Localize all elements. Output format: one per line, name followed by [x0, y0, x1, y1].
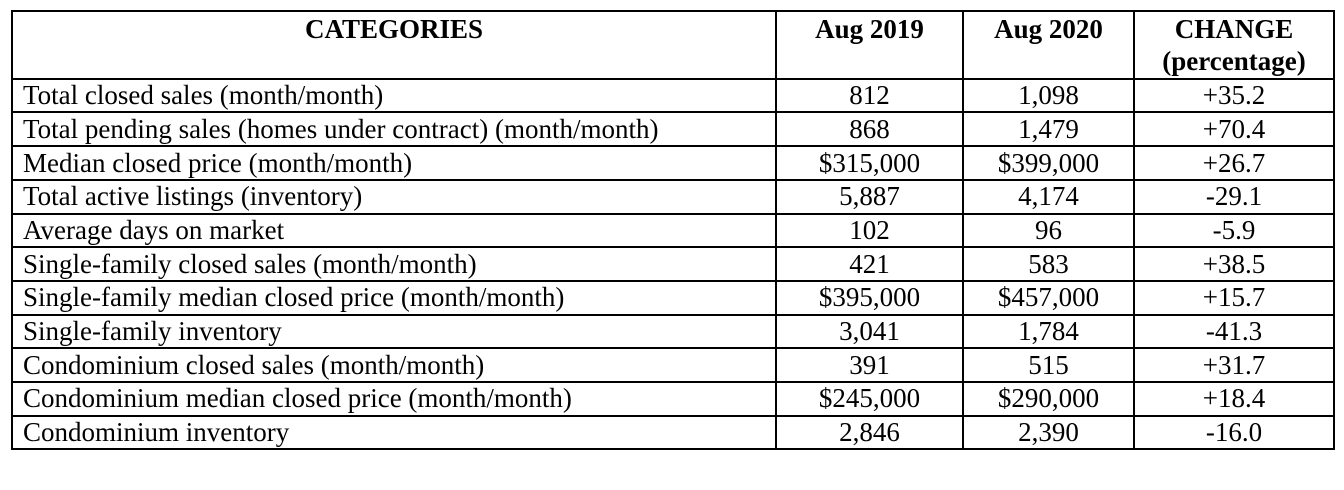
table-row: Condominium closed sales (month/month) 39… [11, 347, 1335, 383]
table-row: Median closed price (month/month) $315,00… [11, 145, 1335, 181]
aug-2020-cell: 2,390 [962, 414, 1135, 451]
category-cell: Condominium closed sales (month/month) [11, 347, 777, 383]
category-cell: Median closed price (month/month) [11, 145, 777, 181]
aug-2019-cell: 2,846 [775, 414, 964, 451]
col-header-change-subtitle: (percentage) [1162, 46, 1306, 77]
category-cell: Total closed sales (month/month) [11, 77, 777, 114]
change-cell: -41.3 [1133, 313, 1335, 350]
change-cell: +31.7 [1133, 347, 1335, 383]
aug-2019-cell: 3,041 [775, 313, 964, 350]
aug-2019-cell: 812 [775, 77, 964, 114]
change-cell: -16.0 [1133, 414, 1335, 451]
aug-2020-cell: 1,098 [962, 77, 1135, 114]
aug-2020-cell: 515 [962, 347, 1135, 383]
aug-2019-cell: 391 [775, 347, 964, 383]
aug-2020-cell: 583 [962, 246, 1135, 282]
aug-2019-cell: 102 [775, 212, 964, 249]
table-row: Average days on market 102 96 -5.9 [11, 212, 1335, 249]
change-cell: +26.7 [1133, 145, 1335, 181]
col-header-aug-2019: Aug 2019 [775, 10, 964, 80]
aug-2019-cell: $315,000 [775, 145, 964, 181]
aug-2019-cell: 5,887 [775, 178, 964, 215]
aug-2020-cell: $399,000 [962, 145, 1135, 181]
change-cell: -29.1 [1133, 178, 1335, 215]
change-cell: +15.7 [1133, 279, 1335, 316]
category-cell: Average days on market [11, 212, 777, 249]
aug-2020-cell: 96 [962, 212, 1135, 249]
category-cell: Total pending sales (homes under contrac… [11, 111, 777, 148]
category-cell: Single-family inventory [11, 313, 777, 350]
aug-2020-cell: 1,784 [962, 313, 1135, 350]
col-header-categories: CATEGORIES [11, 10, 777, 80]
category-cell: Total active listings (inventory) [11, 178, 777, 215]
table-row: Single-family closed sales (month/month)… [11, 246, 1335, 282]
table-row: Single-family inventory 3,041 1,784 -41.3 [11, 313, 1335, 350]
col-header-change: CHANGE (percentage) [1133, 10, 1335, 80]
header-row: CATEGORIES Aug 2019 Aug 2020 CHANGE (per… [11, 10, 1335, 80]
table-row: Single-family median closed price (month… [11, 279, 1335, 316]
aug-2020-cell: $457,000 [962, 279, 1135, 316]
aug-2019-cell: $395,000 [775, 279, 964, 316]
aug-2019-cell: 421 [775, 246, 964, 282]
category-cell: Single-family closed sales (month/month) [11, 246, 777, 282]
table-row: Total closed sales (month/month) 812 1,098… [11, 77, 1335, 114]
change-cell: +70.4 [1133, 111, 1335, 148]
aug-2020-cell: 4,174 [962, 178, 1135, 215]
table-row: Total active listings (inventory) 5,887 4,… [11, 178, 1335, 215]
category-cell: Condominium inventory [11, 414, 777, 451]
change-cell: +38.5 [1133, 246, 1335, 282]
category-cell: Condominium median closed price (month/m… [11, 380, 777, 417]
category-cell: Single-family median closed price (month… [11, 279, 777, 316]
table-row: Total pending sales (homes under contrac… [11, 111, 1335, 148]
col-header-aug-2020: Aug 2020 [962, 10, 1135, 80]
change-cell: +18.4 [1133, 380, 1335, 417]
change-cell: +35.2 [1133, 77, 1335, 114]
aug-2019-cell: 868 [775, 111, 964, 148]
col-header-change-title: CHANGE [1174, 14, 1294, 44]
market-stats-table: CATEGORIES Aug 2019 Aug 2020 CHANGE (per… [11, 10, 1335, 451]
aug-2020-cell: $290,000 [962, 380, 1135, 417]
aug-2019-cell: $245,000 [775, 380, 964, 417]
aug-2020-cell: 1,479 [962, 111, 1135, 148]
table-row: Condominium inventory 2,846 2,390 -16.0 [11, 414, 1335, 451]
table-row: Condominium median closed price (month/m… [11, 380, 1335, 417]
change-cell: -5.9 [1133, 212, 1335, 249]
